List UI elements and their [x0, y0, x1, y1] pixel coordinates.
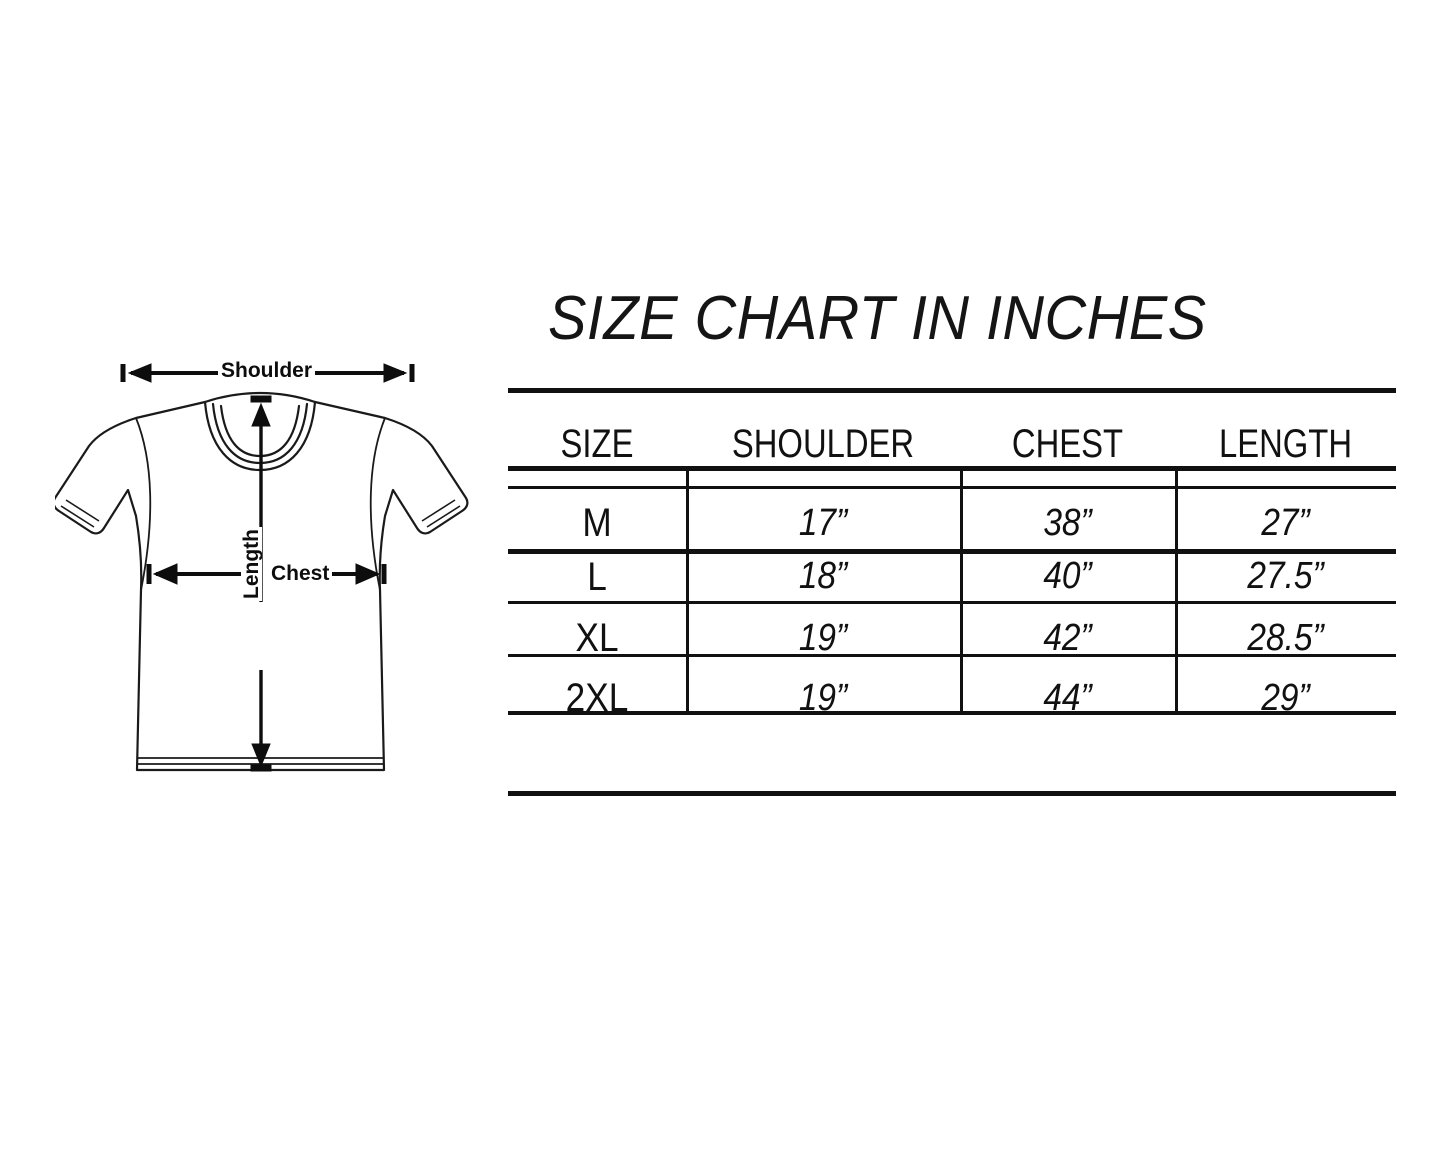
- table-row-chest: 44”: [1043, 677, 1092, 719]
- table-row-size: XL: [575, 616, 619, 660]
- column-divider-3: [1175, 468, 1178, 714]
- chest-label: Chest: [268, 563, 333, 584]
- table-row-size: M: [582, 501, 612, 545]
- column-header-shoulder: SHOULDER: [731, 422, 915, 466]
- column-header-chest: CHEST: [1011, 422, 1124, 466]
- column-header-size: SIZE: [560, 422, 634, 466]
- column-divider-1: [686, 468, 689, 714]
- table-row-length: 28.5”: [1247, 617, 1324, 659]
- table-row-shoulder: 19”: [798, 617, 848, 659]
- table-row-chest: 38”: [1043, 502, 1092, 544]
- row-divider-2xl-empty: [508, 711, 1396, 715]
- table-top-border: [508, 388, 1396, 393]
- table-row-chest: 42”: [1043, 617, 1092, 659]
- row-divider-m-l: [508, 549, 1396, 554]
- column-header-length: LENGTH: [1218, 422, 1353, 466]
- table-row-length: 27”: [1261, 502, 1310, 544]
- column-divider-2: [960, 468, 963, 714]
- table-row-chest: 40”: [1043, 555, 1092, 597]
- table-row-shoulder: 17”: [798, 502, 848, 544]
- table-row-size: 2XL: [565, 676, 629, 720]
- shoulder-label: Shoulder: [218, 360, 316, 381]
- armhole-seams: [135, 417, 386, 591]
- row-divider-xl-2xl: [508, 654, 1396, 657]
- length-label: Length: [240, 527, 263, 601]
- table-row-length: 27.5”: [1247, 555, 1324, 597]
- table-row-size: L: [587, 555, 607, 599]
- page-title: SIZE CHART IN INCHES: [548, 284, 1207, 353]
- table-bottom-border: [508, 791, 1396, 796]
- table-row-shoulder: 18”: [798, 555, 848, 597]
- sleeve-cuffs: [60, 499, 461, 528]
- table-row-length: 29”: [1261, 677, 1310, 719]
- row-divider-l-xl: [508, 601, 1396, 604]
- table-row-shoulder: 19”: [798, 677, 848, 719]
- row-divider-header-m: [508, 486, 1396, 489]
- header-bottom-rule: [508, 466, 1396, 471]
